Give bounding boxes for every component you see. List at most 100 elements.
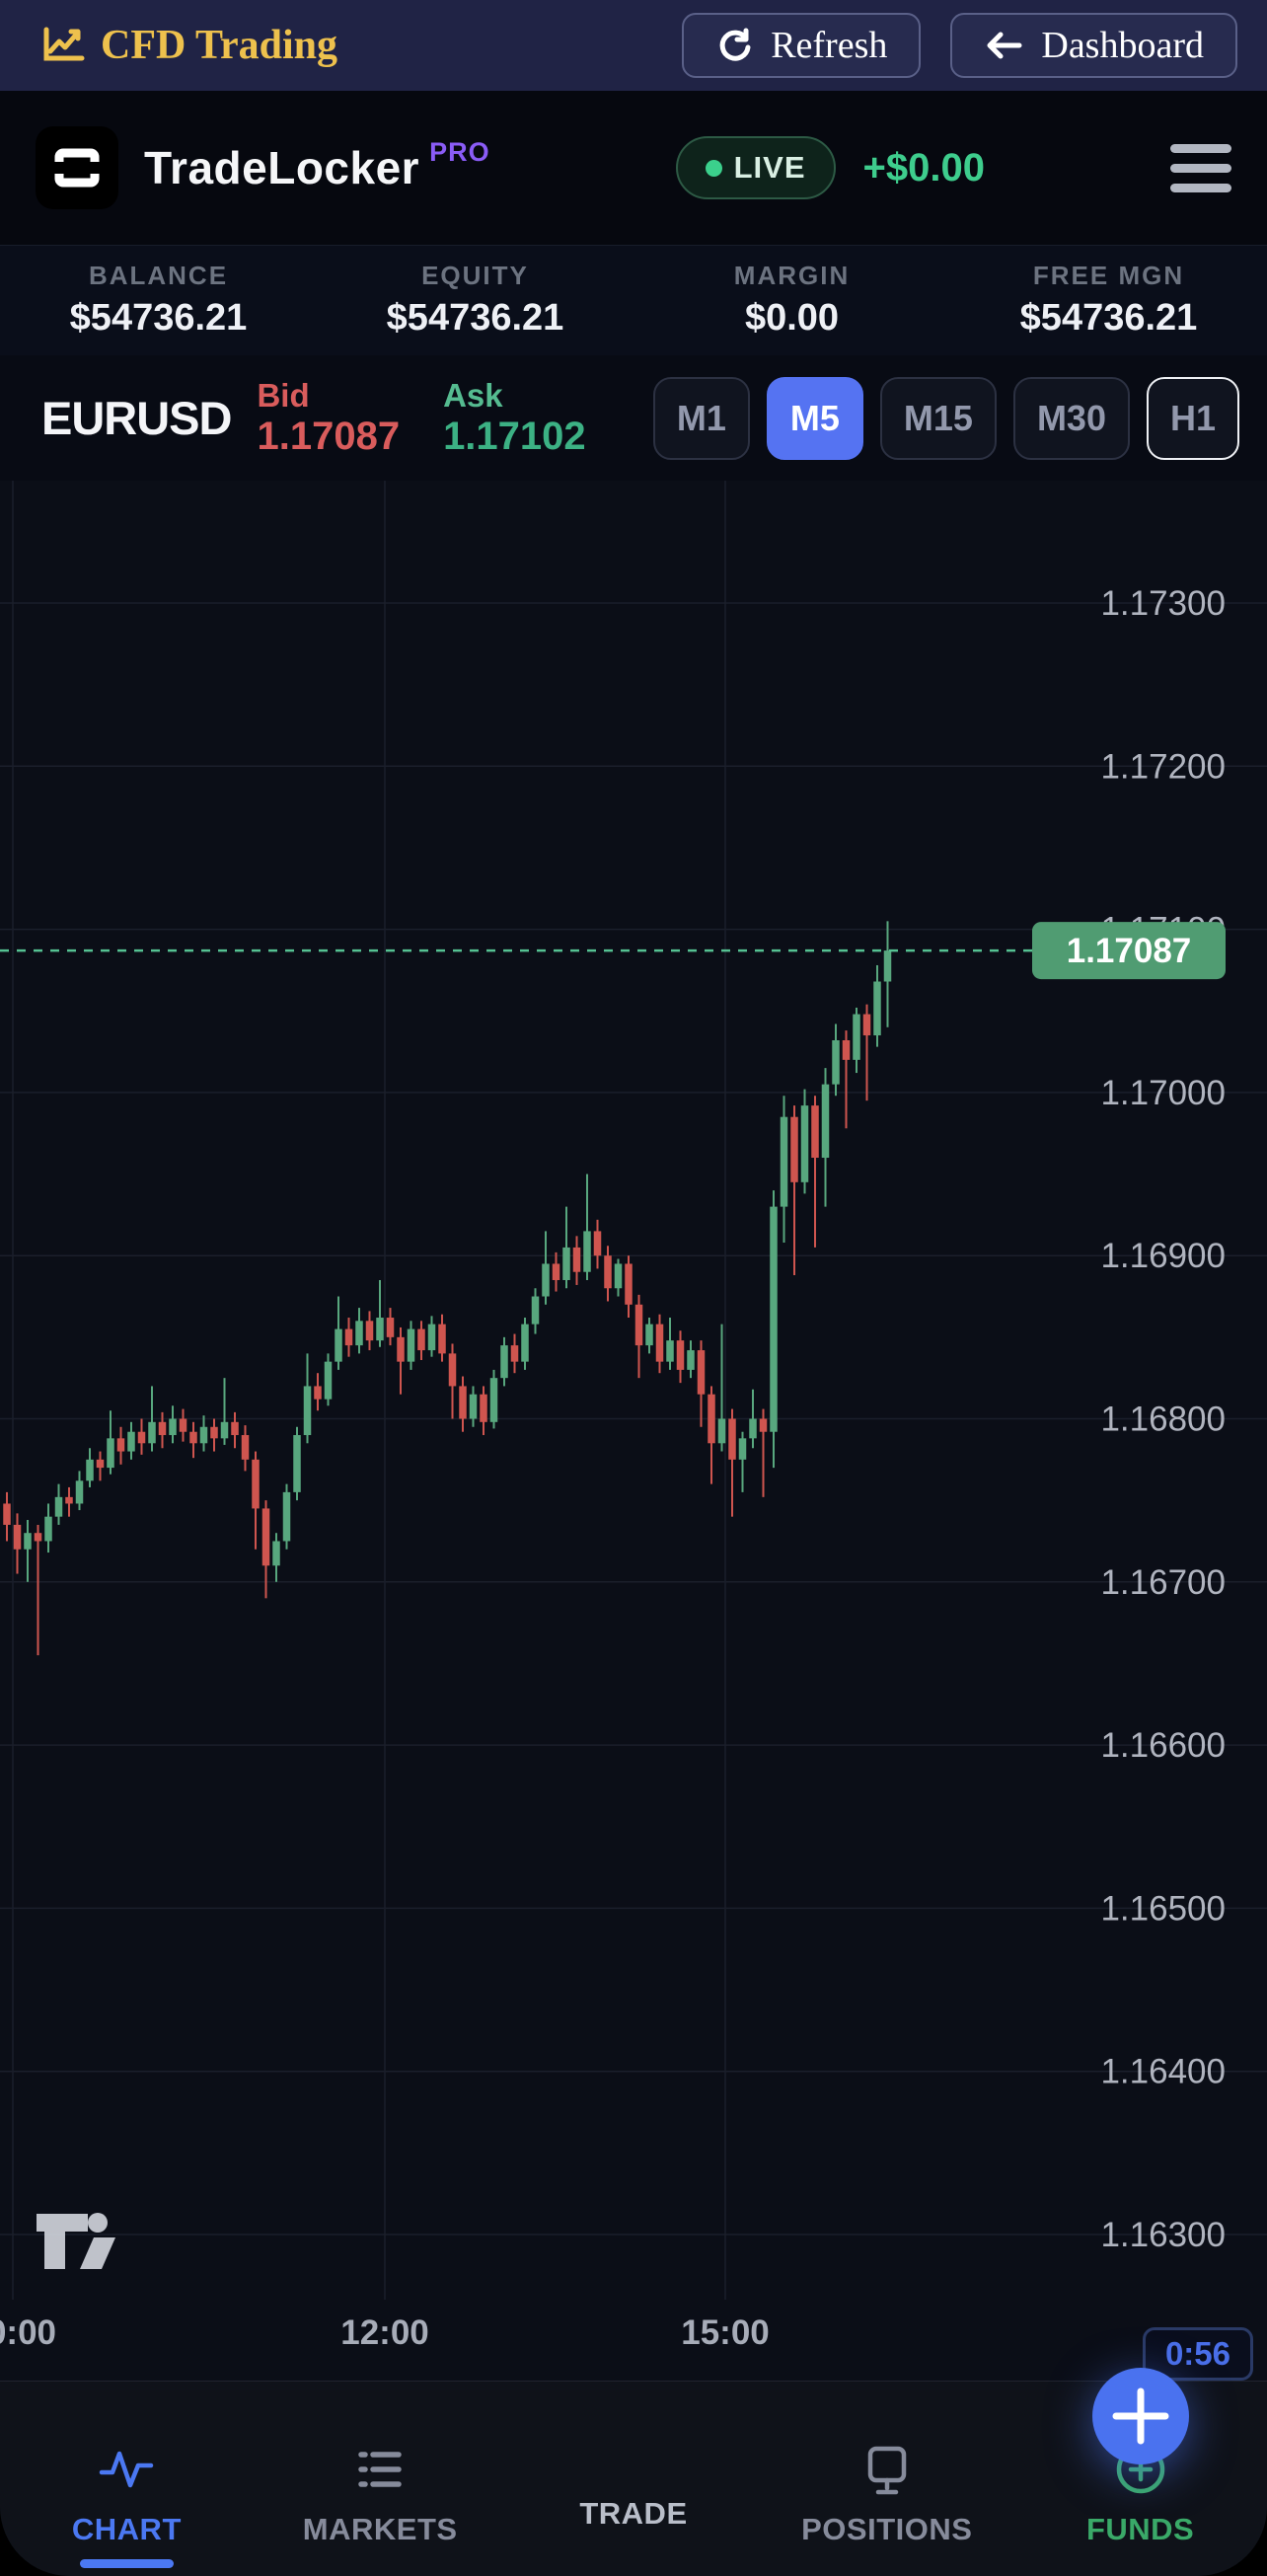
bid-label: Bid	[257, 376, 310, 414]
candle-body	[790, 1116, 798, 1182]
candle-body	[417, 1328, 425, 1351]
candle-body	[199, 1426, 208, 1444]
nav-positions[interactable]: POSITIONS	[760, 2382, 1013, 2576]
candle-body	[355, 1321, 363, 1346]
symbol-bar: EURUSD Bid 1.17087 Ask 1.17102 M1 M5 M15…	[0, 355, 1267, 481]
candle-body	[344, 1328, 353, 1346]
candle-body	[427, 1324, 436, 1351]
timeframe-m30-button[interactable]: M30	[1012, 376, 1130, 460]
equity-stat: EQUITY $54736.21	[317, 260, 634, 342]
bid-value: 1.17087	[257, 414, 401, 458]
candle-body	[75, 1480, 84, 1504]
ask-quote: Ask 1.17102	[443, 377, 586, 459]
candle-body	[386, 1318, 395, 1337]
price-axis-label: 1.16600	[1100, 1726, 1226, 1765]
candle-body	[853, 1014, 860, 1060]
plus-icon	[1112, 2387, 1169, 2445]
candle-body	[314, 1386, 322, 1400]
timeframe-m15-button[interactable]: M15	[879, 376, 997, 460]
cfd-trading-brand: CFD Trading	[41, 22, 337, 69]
candlestick-chart[interactable]: 1.173001.172001.171001.170001.169001.168…	[0, 481, 1267, 2300]
top-bar: CFD Trading Refresh Dashboard	[0, 0, 1267, 91]
time-axis-label: 15:00	[681, 2313, 770, 2352]
candle-body	[127, 1431, 135, 1452]
candle-body	[676, 1340, 685, 1370]
timeframe-m5-button[interactable]: M5	[766, 376, 863, 460]
candle-body	[469, 1394, 478, 1419]
candle-body	[459, 1386, 467, 1419]
candle-body	[489, 1378, 498, 1422]
candle-body	[759, 1418, 768, 1432]
free-margin-stat: FREE MGN $54736.21	[950, 260, 1267, 342]
bottom-nav: CHART MARKETS TRADE	[0, 2368, 1267, 2576]
chart-canvas[interactable]: 1.173001.172001.171001.170001.169001.168…	[0, 481, 1267, 2300]
candle-body	[169, 1418, 177, 1436]
nav-markets[interactable]: MARKETS	[254, 2382, 507, 2576]
current-price-badge-label: 1.17087	[1067, 932, 1192, 970]
candle-body	[800, 1105, 809, 1182]
candle-body	[158, 1421, 167, 1436]
candle-body	[448, 1353, 457, 1387]
timeframe-h1-button[interactable]: H1	[1146, 376, 1239, 460]
candle-body	[137, 1431, 146, 1444]
active-tab-indicator	[80, 2559, 174, 2568]
app-title: CFD Trading	[101, 23, 337, 68]
time-axis-label: 0:00	[0, 2313, 57, 2352]
price-axis-label: 1.17200	[1100, 747, 1226, 786]
candle-body	[96, 1459, 105, 1469]
candle-body	[220, 1421, 229, 1439]
candle-body	[542, 1263, 550, 1297]
candle-body	[728, 1418, 736, 1460]
price-axis-label: 1.16500	[1100, 1889, 1226, 1928]
candle-body	[24, 1533, 32, 1550]
candle-body	[770, 1206, 778, 1432]
candle-body	[293, 1435, 301, 1492]
chart-line-icon	[43, 27, 85, 61]
candle-body	[13, 1524, 22, 1550]
nav-funds-label: FUNDS	[1085, 2512, 1195, 2546]
trade-button[interactable]	[1091, 2368, 1189, 2464]
dashboard-button[interactable]: Dashboard	[950, 13, 1237, 78]
candle-body	[210, 1426, 218, 1439]
candle-body	[666, 1340, 674, 1362]
candle-body	[634, 1304, 643, 1346]
nav-trade[interactable]: TRADE	[507, 2368, 1189, 2576]
price-axis-label: 1.17000	[1100, 1074, 1226, 1112]
candle-body	[842, 1040, 851, 1060]
candle-body	[34, 1533, 42, 1542]
symbol-name: EURUSD	[41, 392, 232, 444]
candle-body	[625, 1263, 633, 1305]
candle-body	[272, 1541, 280, 1566]
refresh-icon	[719, 28, 751, 61]
live-status-badge: LIVE	[675, 136, 836, 199]
monitor-icon	[867, 2446, 907, 2495]
price-axis-label: 1.16400	[1100, 2053, 1226, 2091]
candle-body	[303, 1386, 312, 1436]
candle-body	[862, 1014, 871, 1036]
candle-body	[687, 1350, 695, 1370]
nav-chart[interactable]: CHART	[0, 2382, 254, 2576]
candle-body	[241, 1435, 250, 1460]
live-dot-icon	[705, 159, 722, 177]
candle-body	[54, 1496, 63, 1517]
candle-body	[552, 1263, 560, 1280]
nav-chart-label: CHART	[71, 2512, 182, 2546]
free-margin-label: FREE MGN	[1032, 260, 1185, 290]
candle-body	[86, 1459, 94, 1481]
candle-body	[749, 1418, 757, 1439]
timeframe-m1-button[interactable]: M1	[652, 376, 750, 460]
list-icon	[358, 2452, 402, 2487]
menu-icon[interactable]	[1170, 138, 1231, 198]
bid-quote: Bid 1.17087	[257, 376, 401, 459]
refresh-button[interactable]: Refresh	[682, 13, 922, 78]
candle-body	[811, 1105, 819, 1159]
account-summary: BALANCE $54736.21 EQUITY $54736.21 MARGI…	[0, 245, 1267, 355]
candle-body	[324, 1361, 333, 1400]
candle-body	[335, 1328, 342, 1362]
candle-body	[604, 1255, 612, 1289]
price-axis-label: 1.16700	[1100, 1563, 1226, 1602]
tradelocker-header: TradeLocker PRO LIVE +$0.00	[0, 91, 1267, 245]
ask-value: 1.17102	[443, 414, 586, 458]
nav-markets-label: MARKETS	[302, 2512, 458, 2546]
